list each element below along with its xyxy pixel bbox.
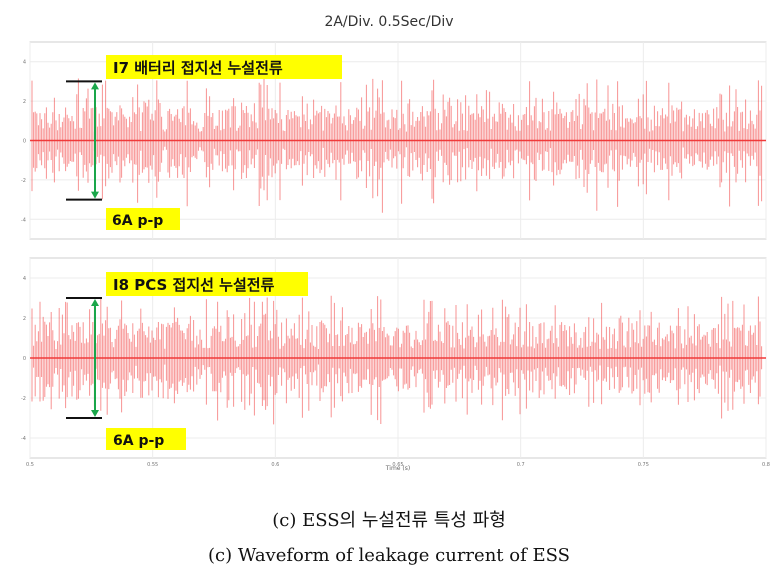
y-ticks: 4 2 0 -2 -4 (21, 276, 26, 442)
y-tick-label: -2 (21, 178, 26, 184)
pp-arrow-head-up (91, 299, 99, 306)
x-tick-label: 0.55 (147, 462, 158, 468)
annotation-label: I7 배터리 접지선 누설전류 (113, 59, 283, 77)
caption-korean: (c) ESS의 누설전류 특성 파형 (272, 510, 506, 531)
x-tick-label: 0.8 (762, 462, 770, 468)
y-tick-label: 0 (23, 139, 26, 145)
annotation-label: I8 PCS 접지선 누설전류 (113, 276, 275, 294)
y-tick-label: -4 (21, 436, 26, 442)
y-tick-label: 4 (23, 276, 26, 282)
y-tick-label: 0 (23, 356, 26, 362)
y-tick-label: -2 (21, 396, 26, 402)
caption-english: (c) Waveform of leakage current of ESS (208, 545, 570, 566)
pp-arrow-head-up (91, 82, 99, 90)
x-axis-label: Time (s) (385, 465, 410, 472)
scale-header: 2A/Div. 0.5Sec/Div (324, 14, 454, 30)
annotation-box (106, 55, 342, 79)
waveform-figure: 4 2 0 -2 -4 I7 배터리 접지선 누설전류 6A p-p 4 2 0 -2 -4 0… (21, 41, 770, 472)
series-line (30, 78, 766, 213)
pp-marker (66, 80, 102, 201)
pp-label: 6A p-p (112, 213, 163, 229)
x-tick-label: 0.5 (26, 462, 34, 468)
annotation-box (106, 272, 308, 296)
y-tick-label: 2 (23, 99, 26, 105)
x-tick-label: 0.65 (392, 462, 403, 468)
pp-label-box (106, 428, 186, 450)
y-tick-label: 2 (23, 316, 26, 322)
pp-label-box (106, 208, 180, 230)
x-ticks: 0.5 0.55 0.6 0.65 0.7 0.75 0.8 (26, 462, 770, 468)
x-tick-label: 0.75 (638, 462, 649, 468)
x-tick-label: 0.7 (517, 462, 525, 468)
panel-pcs-ground: 4 2 0 -2 -4 0.5 0.55 0.6 0.65 0.7 0.75 0.8 Time (s… (21, 257, 770, 472)
panel-battery-ground: 4 2 0 -2 -4 I7 배터리 접지선 누설전류 6A p-p (21, 41, 767, 240)
pp-label: 6A p-p (113, 433, 164, 449)
pp-marker (66, 297, 102, 419)
y-ticks: 4 2 0 -2 -4 (21, 60, 26, 224)
series-line (30, 295, 766, 425)
y-tick-label: 4 (23, 60, 26, 66)
pp-arrow-head-down (91, 410, 99, 417)
x-tick-label: 0.6 (271, 462, 279, 468)
pp-arrow-head-down (91, 191, 99, 199)
y-tick-label: -4 (21, 217, 26, 223)
